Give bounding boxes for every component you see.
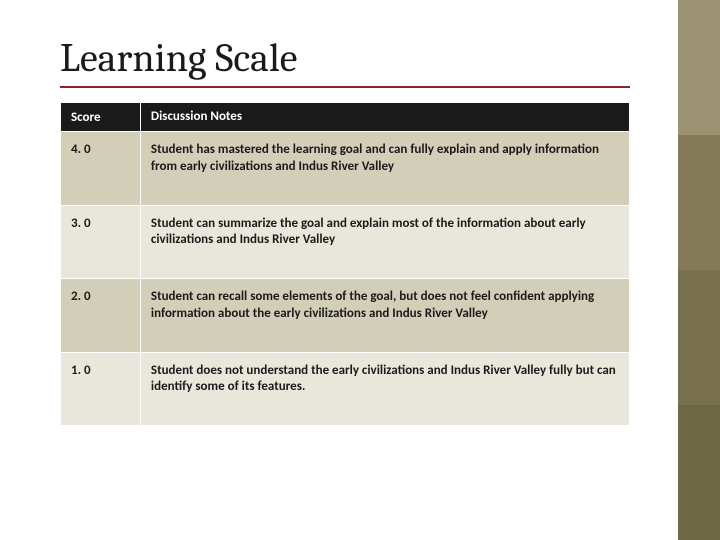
cell-notes: Student has mastered the learning goal a… — [140, 132, 629, 206]
cell-score: 4. 0 — [61, 132, 141, 206]
cell-notes: Student can summarize the goal and expla… — [140, 205, 629, 279]
table-row: 2. 0 Student can recall some elements of… — [61, 279, 630, 353]
cell-score: 3. 0 — [61, 205, 141, 279]
sidebar-stripe — [678, 270, 720, 405]
learning-scale-table: Score Discussion Notes 4. 0 Student has … — [60, 102, 630, 426]
cell-notes: Student can recall some elements of the … — [140, 279, 629, 353]
page-title: Learning Scale — [60, 35, 633, 81]
header-score: Score — [61, 103, 141, 132]
header-notes: Discussion Notes — [140, 103, 629, 132]
table-header-row: Score Discussion Notes — [61, 103, 630, 132]
cell-notes: Student does not understand the early ci… — [140, 352, 629, 426]
sidebar-stripe — [678, 0, 720, 135]
table-row: 4. 0 Student has mastered the learning g… — [61, 132, 630, 206]
cell-score: 1. 0 — [61, 352, 141, 426]
title-underline — [60, 86, 630, 88]
cell-score: 2. 0 — [61, 279, 141, 353]
content-area: Learning Scale Score Discussion Notes 4.… — [0, 0, 678, 540]
sidebar-stripe — [678, 405, 720, 540]
sidebar-stripe — [678, 135, 720, 270]
table-row: 3. 0 Student can summarize the goal and … — [61, 205, 630, 279]
decorative-sidebar — [678, 0, 720, 540]
table-row: 1. 0 Student does not understand the ear… — [61, 352, 630, 426]
